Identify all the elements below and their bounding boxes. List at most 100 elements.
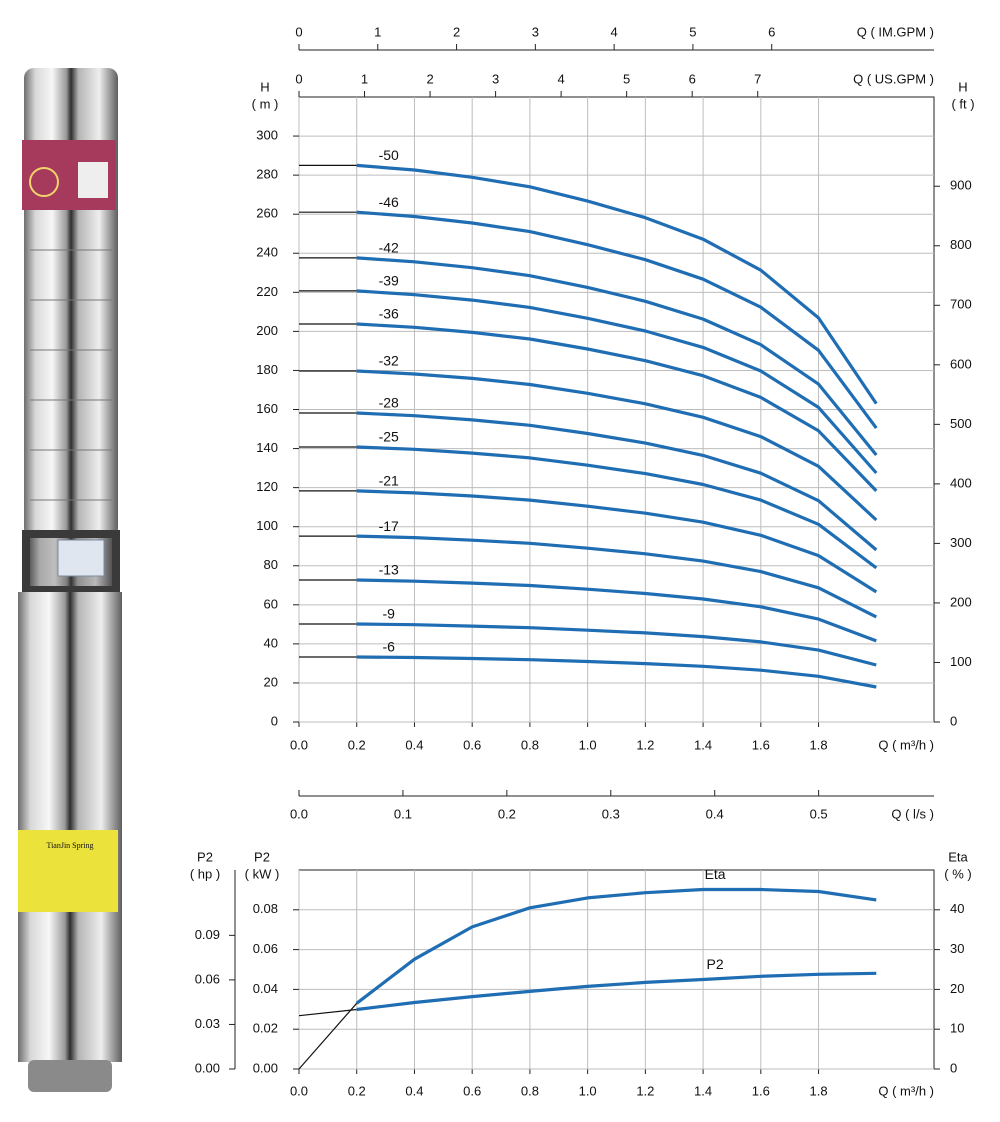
y-axis-label: H bbox=[260, 79, 269, 94]
series-label: P2 bbox=[707, 956, 724, 972]
y3-axis-unit: ( hp ) bbox=[190, 866, 220, 881]
extra-x-tick-label: 0.4 bbox=[706, 806, 724, 821]
y2-axis-unit: ( ft ) bbox=[951, 96, 974, 111]
series-label: -25 bbox=[379, 429, 399, 445]
extra-x-tick-label: 4 bbox=[558, 71, 565, 86]
y-tick-label: 0.00 bbox=[253, 1060, 278, 1075]
y2-tick-label: 30 bbox=[950, 941, 964, 956]
y-tick-label: 0.02 bbox=[253, 1021, 278, 1036]
y2-axis-unit: ( % ) bbox=[944, 866, 971, 881]
pump-image: TianJin Spring bbox=[18, 68, 122, 1092]
extra-x-tick-label: 1 bbox=[374, 24, 381, 39]
y-tick-label: 40 bbox=[264, 635, 278, 650]
x-tick-label: 0.4 bbox=[405, 737, 423, 752]
series-label: -13 bbox=[379, 562, 399, 578]
series-lead-line bbox=[298, 1008, 357, 1017]
y-tick-label: 240 bbox=[256, 245, 278, 260]
extra-x-tick-label: 0 bbox=[295, 71, 302, 86]
x-tick-label: 0.6 bbox=[463, 737, 481, 752]
y2-tick-label: 400 bbox=[950, 475, 972, 490]
x-axis-label: Q ( m³/h ) bbox=[878, 1083, 934, 1098]
series-line bbox=[356, 163, 878, 405]
extra-x-tick-label: 5 bbox=[623, 71, 630, 86]
extra-x-tick-label: 0.5 bbox=[810, 806, 828, 821]
x-tick-label: 0.0 bbox=[290, 737, 308, 752]
extra-x-tick-label: 0.1 bbox=[394, 806, 412, 821]
series-label: -36 bbox=[379, 306, 399, 322]
y2-tick-label: 300 bbox=[950, 535, 972, 550]
series-line bbox=[356, 622, 877, 667]
y2-tick-label: 500 bbox=[950, 416, 972, 431]
series-line bbox=[356, 322, 878, 493]
series-label: -9 bbox=[383, 606, 396, 622]
y2-tick-label: 40 bbox=[950, 901, 964, 916]
x-tick-label: 1.2 bbox=[636, 1083, 654, 1098]
series-line bbox=[356, 655, 877, 689]
y-tick-label: 180 bbox=[256, 362, 278, 377]
series-label: -46 bbox=[379, 194, 399, 210]
y-axis-label: P2 bbox=[254, 849, 270, 864]
y-tick-label: 300 bbox=[256, 128, 278, 143]
extra-x-tick-label: 2 bbox=[453, 24, 460, 39]
extra-x-tick-label: 4 bbox=[611, 24, 618, 39]
series-line bbox=[355, 887, 877, 1005]
extra-x-tick-label: 1 bbox=[361, 71, 368, 86]
y2-tick-label: 100 bbox=[950, 654, 972, 669]
series-label: Eta bbox=[705, 866, 726, 882]
series-line bbox=[356, 210, 878, 430]
y2-tick-label: 0 bbox=[950, 713, 957, 728]
y2-tick-label: 20 bbox=[950, 981, 964, 996]
extra-x-tick-label: 0 bbox=[295, 24, 302, 39]
extra-x-tick-label: 3 bbox=[492, 71, 499, 86]
y-tick-label: 0.08 bbox=[253, 901, 278, 916]
extra-x-tick-label: 7 bbox=[754, 71, 761, 86]
y-tick-label: 60 bbox=[264, 596, 278, 611]
series-label: -42 bbox=[379, 240, 399, 256]
x-tick-label: 0.8 bbox=[521, 737, 539, 752]
extra-x-tick-label: 0.0 bbox=[290, 806, 308, 821]
y-tick-label: 80 bbox=[264, 557, 278, 572]
series-label: -39 bbox=[379, 273, 399, 289]
series-line bbox=[356, 578, 877, 643]
extra-x-tick-label: 2 bbox=[426, 71, 433, 86]
extra-x-tick-label: 5 bbox=[689, 24, 696, 39]
x-tick-label: 1.4 bbox=[694, 737, 712, 752]
y-tick-label: 140 bbox=[256, 440, 278, 455]
series-label: -50 bbox=[379, 147, 399, 163]
y3-tick-label: 0.06 bbox=[195, 971, 220, 986]
extra-x-tick-label: 6 bbox=[768, 24, 775, 39]
y-axis-unit: ( m ) bbox=[252, 96, 279, 111]
x-tick-label: 1.0 bbox=[579, 1083, 597, 1098]
y2-tick-label: 10 bbox=[950, 1021, 964, 1036]
series-line bbox=[356, 411, 878, 552]
product-label: TianJin Spring bbox=[46, 841, 93, 850]
series-line bbox=[356, 369, 878, 522]
y3-tick-label: 0.03 bbox=[195, 1016, 220, 1031]
series-line bbox=[356, 489, 878, 594]
y-axis-unit: ( kW ) bbox=[245, 866, 280, 881]
x-tick-label: 0.8 bbox=[521, 1083, 539, 1098]
x-tick-label: 0.2 bbox=[348, 737, 366, 752]
x-tick-label: 1.6 bbox=[752, 737, 770, 752]
extra-x-tick-label: 3 bbox=[532, 24, 539, 39]
y-tick-label: 280 bbox=[256, 167, 278, 182]
y3-tick-label: 0.00 bbox=[195, 1060, 220, 1075]
x-tick-label: 1.2 bbox=[636, 737, 654, 752]
series-line bbox=[356, 534, 878, 619]
y2-tick-label: 600 bbox=[950, 356, 972, 371]
y-tick-label: 100 bbox=[256, 518, 278, 533]
x-tick-label: 1.4 bbox=[694, 1083, 712, 1098]
x-tick-label: 1.6 bbox=[752, 1083, 770, 1098]
series-label: -17 bbox=[379, 518, 399, 534]
extra-x-tick-label: 6 bbox=[689, 71, 696, 86]
y-tick-label: 20 bbox=[264, 674, 278, 689]
x-axis-label: Q ( m³/h ) bbox=[878, 737, 934, 752]
x-tick-label: 0.6 bbox=[463, 1083, 481, 1098]
y2-axis-label: H bbox=[958, 79, 967, 94]
x-tick-label: 0.4 bbox=[405, 1083, 423, 1098]
y3-tick-label: 0.09 bbox=[195, 927, 220, 942]
series-lead-line bbox=[298, 1002, 358, 1070]
plot-frame bbox=[298, 869, 935, 1070]
y-tick-label: 220 bbox=[256, 284, 278, 299]
